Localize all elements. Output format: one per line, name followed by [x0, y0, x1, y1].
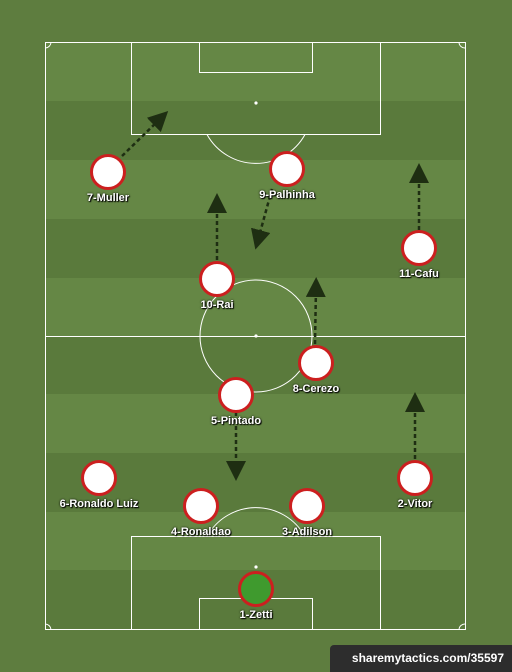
player-marker[interactable]	[183, 488, 219, 524]
player-marker[interactable]	[397, 460, 433, 496]
player-name-label: 10-Rai	[200, 299, 234, 311]
player-name-label: 9-Palhinha	[259, 189, 315, 201]
player-marker[interactable]	[238, 571, 274, 607]
movement-arrows	[121, 111, 429, 481]
player-name-label: 5-Pintado	[210, 415, 262, 427]
player-name-label: 7-Muller	[86, 192, 130, 204]
player-marker[interactable]	[401, 230, 437, 266]
player-marker[interactable]	[90, 154, 126, 190]
player-marker[interactable]	[289, 488, 325, 524]
player-marker[interactable]	[298, 345, 334, 381]
watermark-banner: sharemytactics.com/35597	[330, 645, 512, 672]
watermark-text: sharemytactics.com/35597	[351, 651, 504, 665]
player-name-label: 8-Cerezo	[292, 383, 340, 395]
player-marker[interactable]	[218, 377, 254, 413]
player-name-label: 2-Vitor	[397, 498, 433, 510]
player-marker[interactable]	[81, 460, 117, 496]
player-name-label: 1-Zetti	[239, 609, 273, 621]
player-name-label: 6-Ronaldo Luiz	[59, 498, 139, 510]
pitch-markings	[45, 42, 466, 630]
player-name-label: 3-Adilson	[281, 526, 333, 538]
player-marker[interactable]	[199, 261, 235, 297]
player-name-label: 4-Ronaldao	[171, 526, 231, 538]
player-marker[interactable]	[269, 151, 305, 187]
player-name-label: 11-Cafu	[399, 268, 439, 280]
